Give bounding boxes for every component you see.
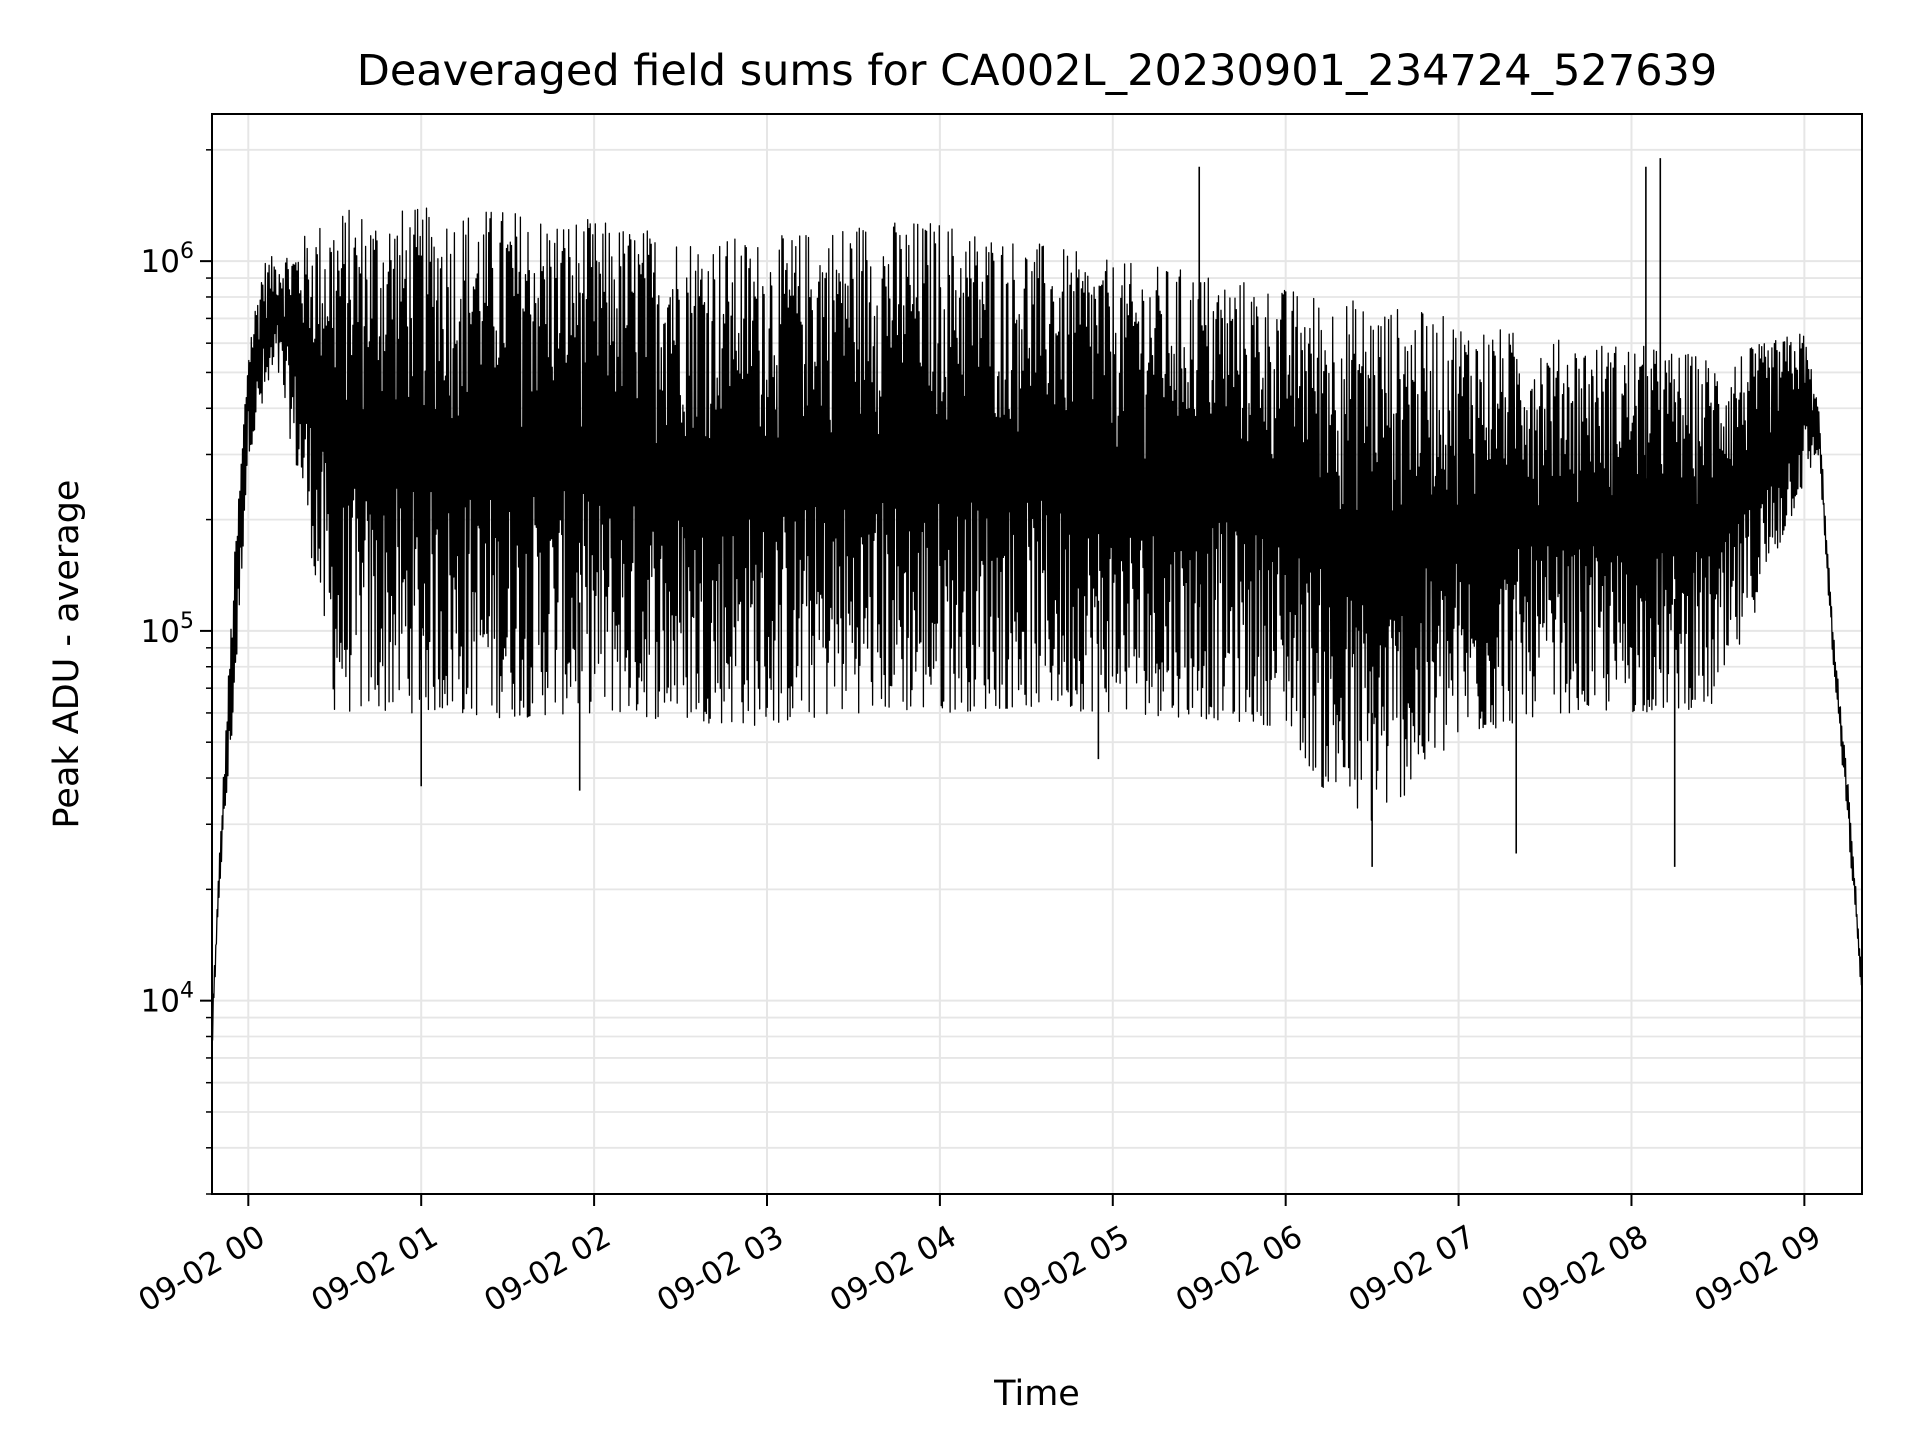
- y-axis-label: Peak ADU - average: [47, 480, 87, 829]
- y-axis: 104 105 106: [141, 149, 212, 1195]
- y-tick-label: 105: [141, 609, 194, 650]
- x-axis-label: Time: [993, 1374, 1080, 1414]
- y-tick-label: 104: [141, 979, 194, 1020]
- plot-frame: [211, 113, 1863, 1195]
- y-tick-label: 106: [141, 239, 194, 280]
- chart-title: Deaveraged field sums for CA002L_2023090…: [357, 46, 1718, 96]
- plot-area: [211, 158, 1863, 1041]
- series-line: [211, 207, 1863, 1041]
